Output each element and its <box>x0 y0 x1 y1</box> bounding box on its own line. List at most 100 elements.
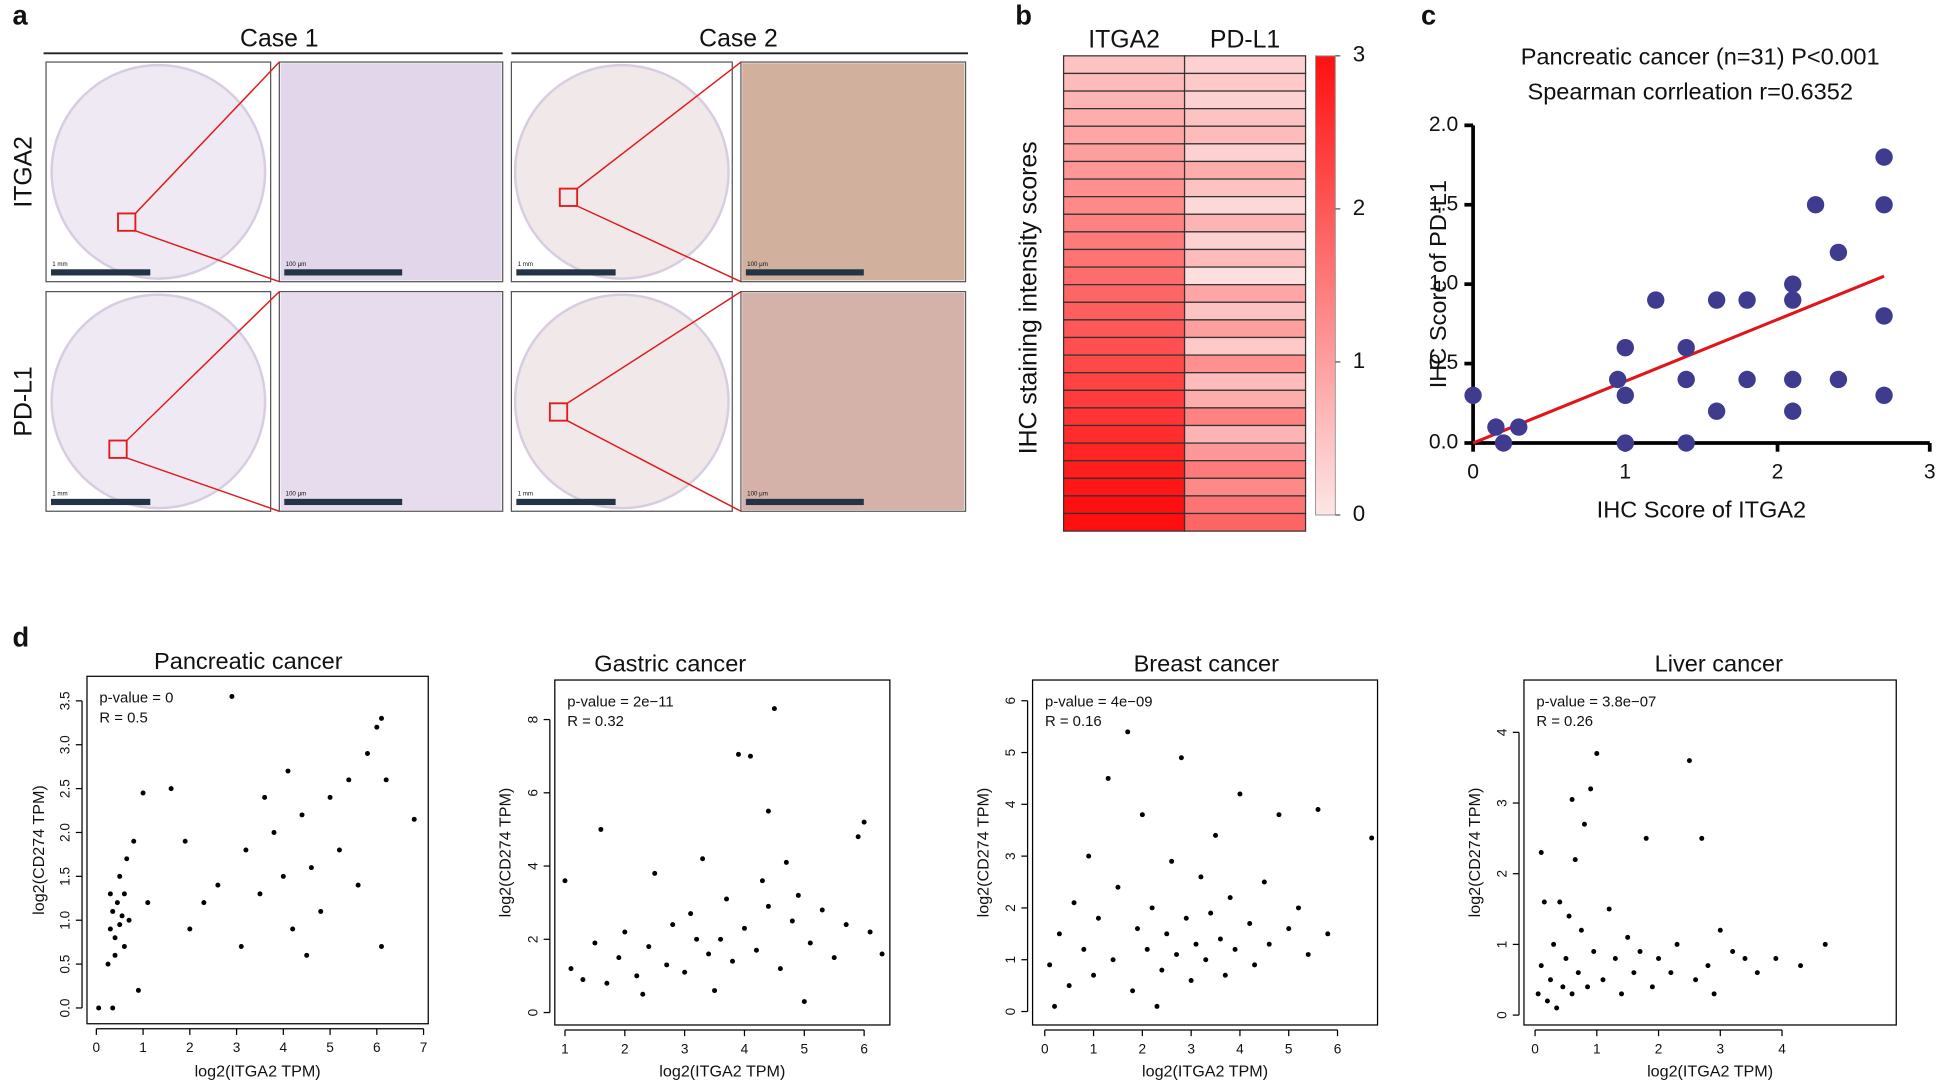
point <box>1110 957 1116 963</box>
point <box>670 922 676 928</box>
point <box>107 926 113 932</box>
point <box>1829 243 1848 262</box>
point <box>1134 926 1140 932</box>
zoom-line <box>576 205 742 283</box>
scale-bar <box>745 269 864 276</box>
point <box>819 907 825 913</box>
point <box>182 838 188 844</box>
scale-bar-label: 1 mm <box>518 261 533 268</box>
heatmap-cell <box>1062 284 1186 303</box>
y-tick-label: 3 <box>1494 799 1509 807</box>
point <box>646 944 652 950</box>
point <box>592 940 598 946</box>
point <box>299 812 305 818</box>
point <box>777 966 783 972</box>
point <box>1115 884 1121 890</box>
point <box>126 917 132 923</box>
x-tick-label: 1 <box>561 1041 569 1056</box>
point <box>1276 812 1282 818</box>
x-tick-label: 3 <box>233 1040 241 1055</box>
y-tick-label: 4 <box>525 862 540 870</box>
point <box>1252 962 1258 968</box>
zoom-line <box>566 420 742 512</box>
point <box>271 829 277 835</box>
point <box>1612 956 1618 962</box>
chart-subtitle: Spearman corrleation r=0.6352 <box>1527 78 1853 104</box>
x-tick-label: 0 <box>1531 1041 1539 1056</box>
point <box>562 878 568 884</box>
chart-title: Liver cancer <box>1655 650 1783 676</box>
heatmap-cell <box>1183 108 1307 127</box>
x-tick-label: 3 <box>1187 1041 1195 1056</box>
chart-title: Breast cancer <box>1134 650 1280 676</box>
x-tick-label: 5 <box>801 1041 809 1056</box>
point <box>1159 967 1165 973</box>
point <box>1286 926 1292 932</box>
heatmap-cell <box>1183 160 1307 180</box>
point <box>1095 915 1101 921</box>
y-tick-label: 6 <box>1003 697 1018 705</box>
point <box>1217 936 1223 942</box>
point <box>1693 977 1699 983</box>
point <box>1707 291 1726 309</box>
zoom-box <box>548 402 569 422</box>
heatmap-cell <box>1183 125 1307 145</box>
x-axis-label: log2(ITGA2 TPM) <box>659 1062 785 1080</box>
point <box>1144 946 1150 952</box>
point <box>1643 835 1649 841</box>
point <box>747 753 753 759</box>
point <box>622 929 628 935</box>
heatmap-cell <box>1062 196 1186 215</box>
y-tick-label: 0 <box>1003 1007 1018 1015</box>
heatmap-cell <box>1062 442 1186 462</box>
panel-label: a <box>13 0 29 31</box>
heatmap-cell <box>1183 354 1307 374</box>
zoom-image <box>280 292 502 511</box>
x-tick-label: 1 <box>1619 460 1631 483</box>
point <box>1822 941 1828 947</box>
point <box>1677 434 1695 452</box>
y-tick-label: 1.5 <box>58 866 73 885</box>
scale-bar <box>516 498 616 506</box>
point <box>1730 948 1736 954</box>
point <box>712 988 718 994</box>
point <box>114 900 120 906</box>
annotation: R = 0.26 <box>1536 714 1593 730</box>
point <box>1174 952 1179 958</box>
x-tick-label: 4 <box>1236 1041 1244 1056</box>
heatmap-cell <box>1183 442 1307 462</box>
point <box>1738 370 1756 389</box>
point <box>1649 984 1655 990</box>
x-axis-label: log2(ITGA2 TPM) <box>1142 1062 1268 1080</box>
panel-label: c <box>1421 0 1436 31</box>
heatmap-cell <box>1183 72 1307 92</box>
point <box>1674 941 1680 947</box>
row-label: PD-L1 <box>10 366 37 436</box>
point <box>843 922 849 928</box>
point <box>688 911 694 917</box>
scale-bar-label: 1 mm <box>52 491 67 498</box>
point <box>1130 988 1136 994</box>
zoom-box <box>108 439 128 459</box>
y-tick-label: 0.5 <box>1429 351 1458 374</box>
heatmap-cell <box>1062 55 1186 75</box>
point <box>736 751 741 757</box>
x-tick-label: 3 <box>1716 1041 1724 1056</box>
point <box>1619 991 1624 997</box>
point <box>1717 927 1723 933</box>
heatmap-cell <box>1183 143 1307 163</box>
x-tick-label: 4 <box>741 1041 749 1056</box>
point <box>1711 991 1717 997</box>
point <box>1600 977 1606 983</box>
x-tick-label: 2 <box>1772 460 1784 483</box>
heatmap-cell <box>1183 407 1307 427</box>
point <box>1616 339 1634 357</box>
scale-bar-label: 1 mm <box>52 261 67 268</box>
point <box>110 1005 116 1011</box>
row-label: ITGA2 <box>10 136 37 208</box>
point <box>1538 850 1544 855</box>
x-tick-label: 6 <box>860 1041 868 1056</box>
point <box>355 882 361 888</box>
heatmap-cell <box>1062 372 1186 391</box>
scale-bar <box>516 269 616 276</box>
